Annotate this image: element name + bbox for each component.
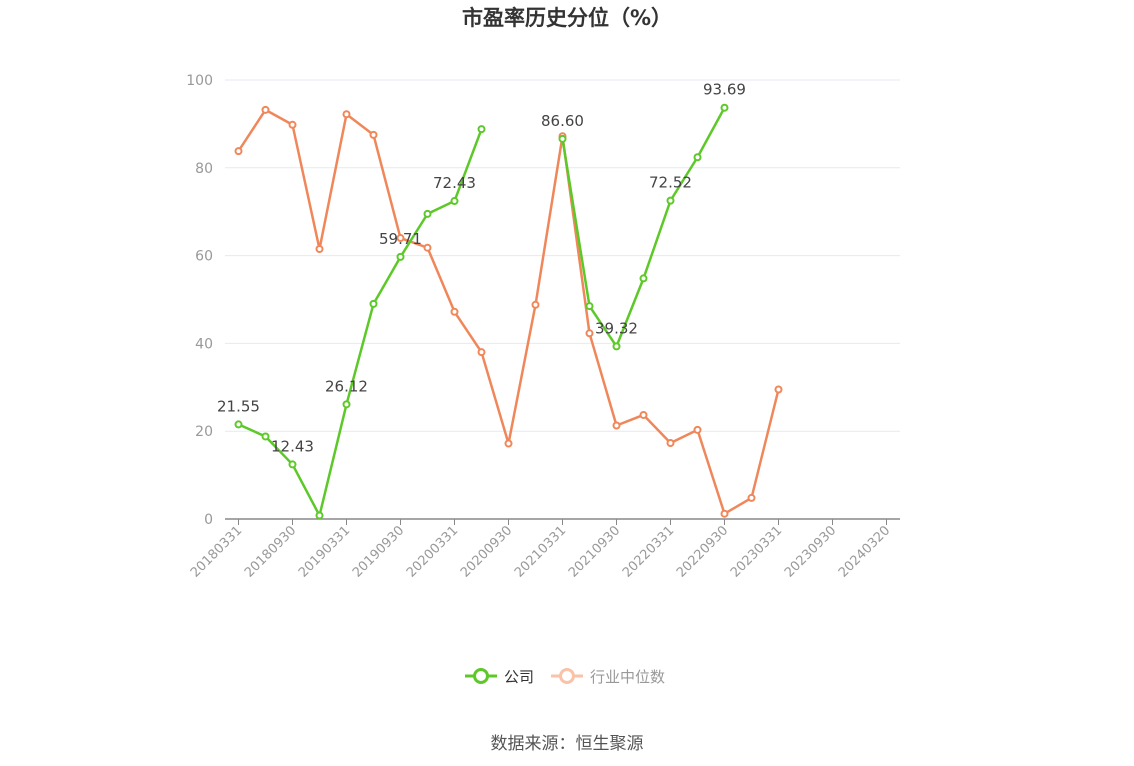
- data-point-1: [774, 385, 783, 394]
- data-point-1: [504, 439, 513, 448]
- legend-item-industry[interactable]: 行业中位数: [550, 664, 665, 688]
- y-tick-label: 80: [195, 161, 213, 177]
- data-point-0: [261, 432, 270, 441]
- data-point-0: [477, 125, 486, 134]
- x-tick-label: 20210930: [566, 523, 623, 580]
- x-tick-label: 20230930: [782, 523, 839, 580]
- x-tick-label: 20220930: [674, 523, 731, 580]
- data-point-0: [423, 209, 432, 218]
- data-label: 93.69: [703, 81, 746, 99]
- data-point-1: [585, 329, 594, 338]
- x-tick-label: 20180930: [242, 523, 299, 580]
- data-point-1: [288, 120, 297, 129]
- data-point-0: [342, 400, 351, 409]
- x-tick-label: 20200930: [458, 523, 515, 580]
- data-label: 86.60: [541, 112, 584, 130]
- data-point-1: [423, 243, 432, 252]
- series-line-0: [237, 128, 483, 517]
- data-label: 59.71: [379, 230, 422, 248]
- data-point-1: [261, 105, 270, 114]
- x-tick-label: 20180331: [188, 523, 245, 580]
- data-point-0: [693, 153, 702, 162]
- data-label: 72.52: [649, 174, 692, 192]
- data-point-1: [639, 410, 648, 419]
- source-note: 数据来源：恒生聚源: [490, 734, 644, 754]
- data-point-0: [612, 342, 621, 351]
- data-label: 12.43: [271, 437, 314, 455]
- data-point-1: [612, 421, 621, 430]
- y-tick-label: 100: [186, 73, 213, 89]
- y-tick-label: 20: [195, 424, 213, 440]
- data-point-1: [315, 245, 324, 254]
- data-point-0: [585, 302, 594, 311]
- grid-lines: [225, 79, 900, 432]
- data-point-1: [666, 439, 675, 448]
- x-tick-label: 20210331: [512, 523, 569, 580]
- data-point-0: [450, 197, 459, 206]
- x-tick-label: 20190331: [296, 523, 353, 580]
- data-labels: 21.55 12.43 26.12 59.71 72.43 86.60 39.32 72.52…: [217, 81, 746, 456]
- legend-industry-icon: [551, 668, 583, 684]
- data-point-0: [288, 460, 297, 469]
- data-label: 39.32: [595, 319, 638, 337]
- data-point-0: [720, 103, 729, 112]
- y-tick-label: 0: [204, 512, 213, 528]
- legend-item-company[interactable]: 公司: [464, 664, 534, 688]
- y-tick-label: 40: [195, 336, 213, 352]
- data-label: 26.12: [325, 377, 368, 395]
- series-lines: [234, 103, 783, 520]
- x-tick-label: 20190930: [350, 523, 407, 580]
- data-point-0: [666, 196, 675, 205]
- legend-company-icon: [465, 668, 497, 684]
- data-point-1: [747, 493, 756, 502]
- x-tick-label: 20220331: [620, 523, 677, 580]
- data-point-0: [369, 299, 378, 308]
- series-line-1: [237, 108, 780, 515]
- data-point-0: [234, 420, 243, 429]
- legend-industry-label: 行业中位数: [590, 667, 666, 686]
- data-point-1: [234, 147, 243, 156]
- data-point-1: [450, 307, 459, 316]
- data-point-0: [639, 274, 648, 283]
- x-tick-label: 20200331: [404, 523, 461, 580]
- data-point-1: [477, 348, 486, 357]
- data-point-1: [720, 509, 729, 518]
- data-point-0: [396, 252, 405, 261]
- chart-title: 市盈率历史分位（%）: [461, 6, 673, 30]
- data-point-0: [315, 511, 324, 520]
- axes: 0 20 40 60 80 100 2018033120180930201903312019…: [186, 73, 900, 581]
- y-tick-label: 60: [195, 249, 213, 265]
- data-point-1: [369, 130, 378, 139]
- data-point-0: [558, 134, 567, 143]
- data-point-1: [396, 234, 405, 243]
- data-point-1: [342, 110, 351, 119]
- data-point-1: [693, 425, 702, 434]
- data-label: 72.43: [433, 174, 476, 192]
- legend-company-label: 公司: [504, 667, 535, 686]
- data-label: 21.55: [217, 397, 260, 415]
- data-point-1: [531, 300, 540, 309]
- x-tick-label: 20230331: [728, 523, 785, 580]
- x-tick-label: 20240320: [836, 523, 893, 580]
